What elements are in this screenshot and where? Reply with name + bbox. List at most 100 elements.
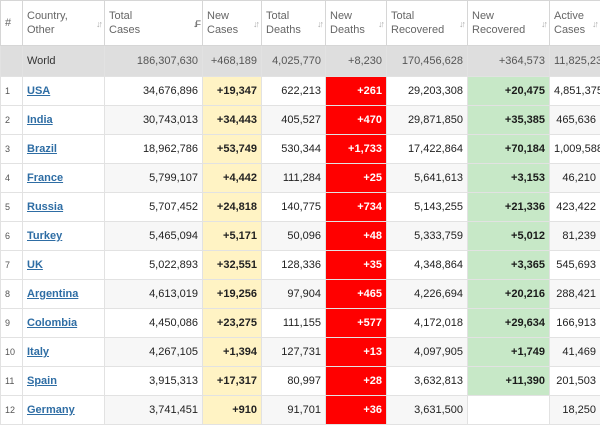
row-total-deaths: 622,213 — [262, 77, 326, 106]
row-total-recovered: 4,097,905 — [387, 338, 468, 367]
header-new-deaths[interactable]: New Deaths ↓↑ — [326, 1, 387, 46]
header-active-cases[interactable]: Active Cases ↓↑ — [550, 1, 600, 46]
sort-desc-icon[interactable]: ↓F — [193, 17, 199, 31]
header-row: # Country, Other ↓↑ Total Cases ↓F New C… — [1, 1, 600, 46]
row-total-recovered: 29,203,308 — [387, 77, 468, 106]
header-new-cases-line2: Cases — [207, 24, 238, 36]
row-country: Argentina — [23, 280, 105, 309]
row-new-recovered: +70,184 — [468, 135, 550, 164]
country-link[interactable]: Brazil — [27, 143, 57, 155]
row-active-cases: 465,636 — [550, 106, 600, 135]
row-total-recovered: 4,226,694 — [387, 280, 468, 309]
country-link[interactable]: UK — [27, 259, 43, 271]
row-new-deaths: +28 — [326, 367, 387, 396]
header-country[interactable]: Country, Other ↓↑ — [23, 1, 105, 46]
row-new-recovered: +20,475 — [468, 77, 550, 106]
row-rank: 4 — [1, 164, 23, 193]
header-total-cases[interactable]: Total Cases ↓F — [105, 1, 203, 46]
country-link[interactable]: Colombia — [27, 317, 77, 329]
sort-arrows-icon[interactable]: ↓↑ — [96, 17, 101, 31]
row-active-cases: 4,851,375 — [550, 77, 600, 106]
sort-arrows-icon[interactable]: ↓↑ — [541, 17, 546, 31]
header-total-recovered[interactable]: Total Recovered ↓↑ — [387, 1, 468, 46]
row-total-cases: 34,676,896 — [105, 77, 203, 106]
row-total-deaths: 111,284 — [262, 164, 326, 193]
row-total-recovered: 3,631,500 — [387, 396, 468, 425]
row-country: Turkey — [23, 222, 105, 251]
row-total-cases: 5,707,452 — [105, 193, 203, 222]
row-new-cases: +19,347 — [203, 77, 262, 106]
row-total-recovered: 4,348,864 — [387, 251, 468, 280]
country-link[interactable]: India — [27, 114, 53, 126]
row-active-cases: 81,239 — [550, 222, 600, 251]
header-total-deaths[interactable]: Total Deaths ↓↑ — [262, 1, 326, 46]
row-rank: 5 — [1, 193, 23, 222]
row-total-recovered: 5,333,759 — [387, 222, 468, 251]
row-country: Spain — [23, 367, 105, 396]
row-total-cases: 4,450,086 — [105, 309, 203, 338]
country-link[interactable]: Argentina — [27, 288, 78, 300]
row-new-cases: +24,818 — [203, 193, 262, 222]
country-link[interactable]: Turkey — [27, 230, 62, 242]
country-link[interactable]: France — [27, 172, 63, 184]
sort-arrows-icon[interactable]: ↓↑ — [378, 17, 383, 31]
header-country-line2: Other — [27, 24, 55, 36]
row-new-recovered: +35,385 — [468, 106, 550, 135]
row-country: India — [23, 106, 105, 135]
row-rank: 2 — [1, 106, 23, 135]
row-new-deaths: +13 — [326, 338, 387, 367]
row-rank: 1 — [1, 77, 23, 106]
country-link[interactable]: Russia — [27, 201, 63, 213]
row-total-recovered: 3,632,813 — [387, 367, 468, 396]
country-link[interactable]: Italy — [27, 346, 49, 358]
row-new-cases: +23,275 — [203, 309, 262, 338]
header-total-cases-line2: Cases — [109, 24, 140, 36]
row-total-deaths: 91,701 — [262, 396, 326, 425]
row-active-cases: 1,009,588 — [550, 135, 600, 164]
header-rank: # — [1, 1, 23, 46]
row-new-cases: +5,171 — [203, 222, 262, 251]
row-total-cases: 5,799,107 — [105, 164, 203, 193]
row-total-cases: 5,022,893 — [105, 251, 203, 280]
country-link[interactable]: Spain — [27, 375, 57, 387]
header-new-recovered[interactable]: New Recovered ↓↑ — [468, 1, 550, 46]
row-new-deaths: +465 — [326, 280, 387, 309]
row-rank: 6 — [1, 222, 23, 251]
row-total-recovered: 4,172,018 — [387, 309, 468, 338]
row-country: USA — [23, 77, 105, 106]
row-new-recovered: +5,012 — [468, 222, 550, 251]
row-total-cases: 3,915,313 — [105, 367, 203, 396]
row-new-recovered: +11,390 — [468, 367, 550, 396]
row-active-cases: 18,250 — [550, 396, 600, 425]
row-new-recovered: +3,365 — [468, 251, 550, 280]
row-country: UK — [23, 251, 105, 280]
header-active-cases-line2: Cases — [554, 24, 585, 36]
sort-arrows-icon[interactable]: ↓↑ — [253, 17, 258, 31]
row-new-cases: +910 — [203, 396, 262, 425]
row-new-cases: +17,317 — [203, 367, 262, 396]
row-total-deaths: 127,731 — [262, 338, 326, 367]
row-country: Russia — [23, 193, 105, 222]
header-total-deaths-line1: Total — [266, 10, 289, 22]
sort-arrows-icon[interactable]: ↓↑ — [592, 17, 597, 31]
country-link[interactable]: Germany — [27, 404, 75, 416]
header-new-cases[interactable]: New Cases ↓↑ — [203, 1, 262, 46]
sort-arrows-icon[interactable]: ↓↑ — [317, 17, 322, 31]
sort-arrows-icon[interactable]: ↓↑ — [459, 17, 464, 31]
world-country: World — [23, 46, 105, 77]
country-link[interactable]: USA — [27, 85, 50, 97]
world-new-cases: +468,189 — [203, 46, 262, 77]
row-country: Brazil — [23, 135, 105, 164]
row-total-cases: 4,613,019 — [105, 280, 203, 309]
row-new-deaths: +48 — [326, 222, 387, 251]
row-new-deaths: +1,733 — [326, 135, 387, 164]
world-active-cases: 11,825,232 — [550, 46, 600, 77]
header-total-deaths-line2: Deaths — [266, 24, 301, 36]
